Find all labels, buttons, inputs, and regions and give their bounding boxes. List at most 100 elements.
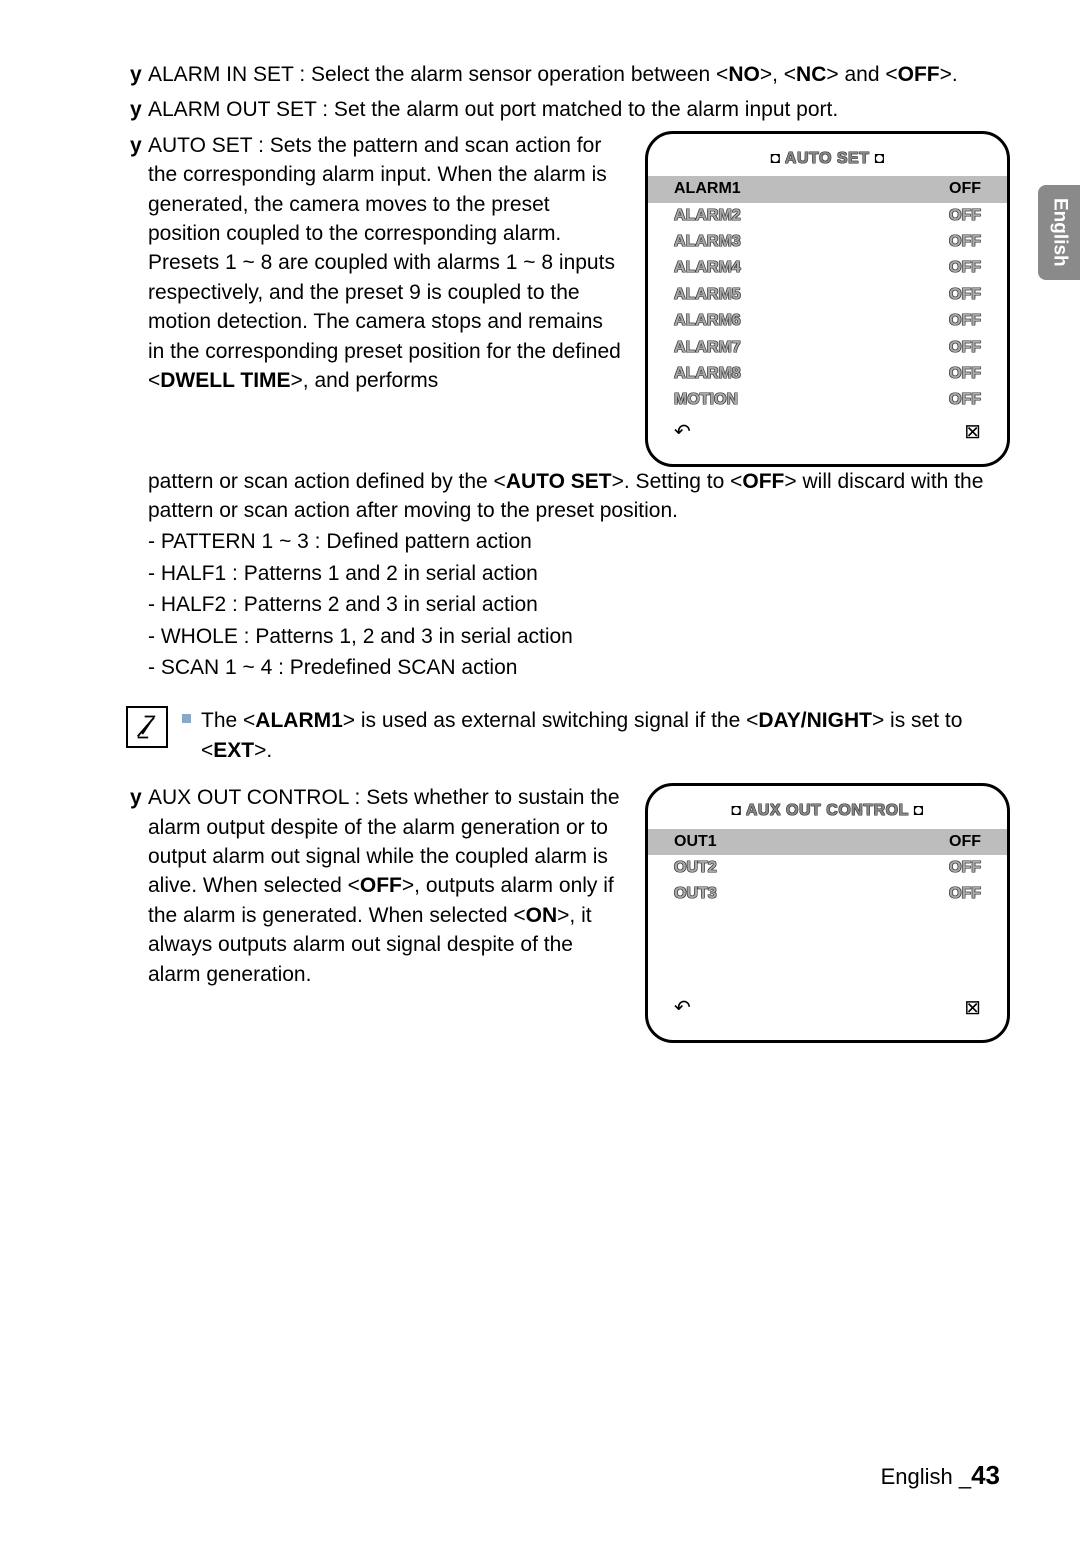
sub-item: - HALF1 : Patterns 1 and 2 in serial act… [148, 559, 1010, 588]
page-footer: English _43 [881, 1457, 1000, 1493]
osd-key: ALARM4 [674, 257, 741, 279]
t: AUX OUT CONTROL [746, 802, 909, 819]
note-icon [126, 706, 168, 748]
osd-key: OUT2 [674, 857, 717, 879]
note-text: The <ALARM1> is used as external switchi… [182, 706, 1010, 765]
t: OFF [742, 470, 784, 493]
t: corresponding preset position for the [205, 340, 546, 363]
osd-val: OFF [949, 231, 981, 253]
osd-auxout-panel: ◘ AUX OUT CONTROL ◘ OUT1OFFOUT2 OFF OUT3 OF… [645, 783, 1010, 1043]
t: OFF [898, 63, 940, 86]
text-col: y AUTO SET : Sets the pattern and scan a… [130, 131, 621, 396]
footer-lang: English _ [881, 1464, 972, 1489]
text: AUTO SET : Sets the pattern and scan act… [148, 131, 621, 396]
para-aux-out: y AUX OUT CONTROL : Sets whether to sust… [130, 783, 621, 989]
osd-key: ALARM5 [674, 284, 741, 306]
osd-row[interactable]: ALARM2 OFF [648, 203, 1007, 229]
osd-autoset-panel: ◘ AUTO SET ◘ ALARM1OFF ALARM2 OFF ALARM3 OFF… [645, 131, 1010, 467]
sub-item: - SCAN 1 ~ 4 : Predefined SCAN action [148, 653, 1010, 682]
osd-row[interactable]: ALARM5 OFF [648, 282, 1007, 308]
t: EXT [213, 739, 254, 762]
osd-val: OFF [949, 857, 981, 879]
t: When selected < [203, 874, 360, 897]
sublist: - PATTERN 1 ~ 3 : Defined pattern action… [108, 527, 1010, 682]
t: AUTO SET : Sets the pattern and scan [148, 134, 509, 157]
t: DAY/NIGHT [758, 709, 872, 732]
t: coupled to the corresponding alarm. [226, 222, 561, 245]
osd-val: OFF [949, 310, 981, 332]
osd-row[interactable]: ALARM4 OFF [648, 255, 1007, 281]
note-block: The <ALARM1> is used as external switchi… [126, 706, 1010, 765]
t: NC [796, 63, 826, 86]
osd-panel: ◘ AUX OUT CONTROL ◘ OUT1OFFOUT2 OFF OUT3 OF… [645, 783, 1010, 1043]
osd-key: ALARM2 [674, 205, 741, 227]
t: OFF [360, 874, 402, 897]
t: >, and performs [291, 369, 439, 392]
page-number: 43 [971, 1460, 1000, 1490]
t: AUTO SET [785, 150, 870, 167]
back-icon[interactable]: ↶ [674, 418, 691, 446]
bullet-y: y [130, 60, 148, 89]
note-bullet-icon [182, 714, 191, 723]
osd-row[interactable]: ALARM7OFF [648, 335, 1007, 361]
t: > is used as external switching signal i… [343, 709, 759, 732]
osd-title: ◘ AUTO SET ◘ [648, 148, 1007, 176]
osd-row[interactable]: OUT1OFF [648, 829, 1007, 855]
close-icon[interactable]: ⊠ [964, 994, 981, 1022]
sub-item: - WHOLE : Patterns 1, 2 and 3 in serial … [148, 622, 1010, 651]
row-autoset: y AUTO SET : Sets the pattern and scan a… [130, 131, 1010, 467]
osd-row[interactable]: OUT3 OFF [648, 881, 1007, 907]
osd-footer: ↶ ⊠ [648, 414, 1007, 446]
note-content: The <ALARM1> is used as external switchi… [201, 706, 1010, 765]
sub-item: - PATTERN 1 ~ 3 : Defined pattern action [148, 527, 1010, 556]
t: ALARM1 [255, 709, 343, 732]
t: NO [728, 63, 760, 86]
osd-key: OUT3 [674, 883, 717, 905]
text: ALARM OUT SET : Set the alarm out port m… [148, 95, 1010, 124]
sub-item: - HALF2 : Patterns 2 and 3 in serial act… [148, 590, 1010, 619]
t: > and < [826, 63, 897, 86]
osd-val: OFF [949, 284, 981, 306]
osd-row[interactable]: ALARM3 OFF [648, 229, 1007, 255]
t: >. [254, 739, 272, 762]
language-tab: English [1038, 185, 1080, 280]
osd-title: ◘ AUX OUT CONTROL ◘ [648, 800, 1007, 828]
osd-val: OFF [949, 257, 981, 279]
para-auto-set: y AUTO SET : Sets the pattern and scan a… [130, 131, 621, 396]
osd-row[interactable]: OUT2 OFF [648, 855, 1007, 881]
back-icon[interactable]: ↶ [674, 994, 691, 1022]
osd-val: OFF [949, 363, 981, 385]
osd-row[interactable]: ALARM1OFF [648, 176, 1007, 202]
osd-key: ALARM6 [674, 310, 741, 332]
osd-key: MOTION [674, 389, 738, 411]
para-alarm-in-set: y ALARM IN SET : Select the alarm sensor… [130, 60, 1010, 89]
osd-val: OFF [949, 337, 981, 359]
osd-key: ALARM3 [674, 231, 741, 253]
osd-val: OFF [949, 389, 981, 411]
t: Presets 1 ~ 8 are coupled with alarms [148, 251, 500, 274]
t: The < [201, 709, 255, 732]
t: generation. [206, 963, 311, 986]
osd-val: OFF [949, 831, 981, 853]
osd-key: ALARM8 [674, 363, 741, 385]
osd-row[interactable]: ALARM8 OFF [648, 361, 1007, 387]
osd-row[interactable]: ALARM6 OFF [648, 308, 1007, 334]
t: selected < [429, 904, 525, 927]
text-col: y AUX OUT CONTROL : Sets whether to sust… [130, 783, 621, 989]
osd-footer: ↶ ⊠ [648, 990, 1007, 1022]
bullet-y: y [130, 95, 148, 124]
text: AUX OUT CONTROL : Sets whether to sustai… [148, 783, 621, 989]
t: pattern or scan action defined by the < [148, 470, 506, 493]
t: AUX OUT CONTROL : Sets whether to [148, 786, 512, 809]
text: ALARM IN SET : Select the alarm sensor o… [148, 60, 1010, 89]
close-icon[interactable]: ⊠ [964, 418, 981, 446]
bullet-y: y [130, 131, 148, 396]
t: >, outputs alarm [402, 874, 553, 897]
osd-row[interactable]: MOTION OFF [648, 387, 1007, 413]
osd-val: OFF [949, 883, 981, 905]
t: >. Setting to < [612, 470, 743, 493]
t: ON [526, 904, 558, 927]
osd-val: OFF [949, 205, 981, 227]
t: >. [940, 63, 958, 86]
para-alarm-out-set: y ALARM OUT SET : Set the alarm out port… [130, 95, 1010, 124]
